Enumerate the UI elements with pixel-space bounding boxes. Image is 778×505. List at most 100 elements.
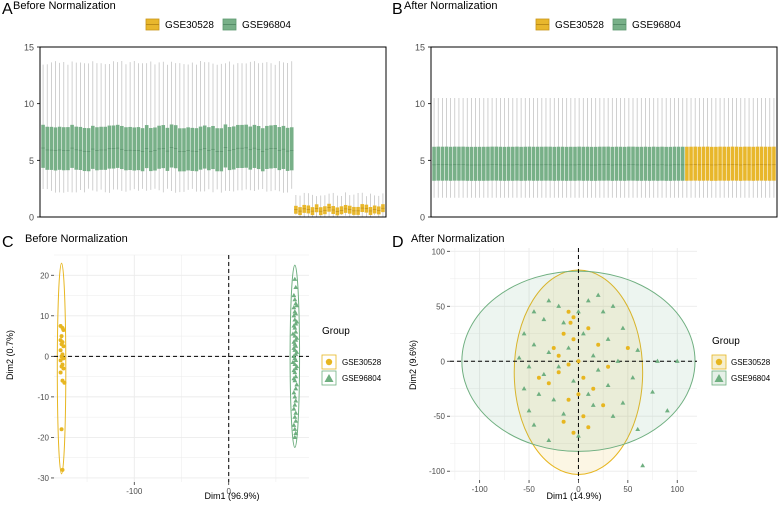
data-point (566, 362, 571, 367)
panel-d-legend: Group GSE30528 GSE96804 (711, 336, 771, 386)
legend-marker-circle (715, 358, 723, 366)
y-tick-label: 20 (40, 271, 49, 280)
box (569, 146, 573, 181)
box (182, 128, 186, 172)
panel-c-letter: C (2, 234, 14, 251)
data-point (566, 397, 571, 402)
data-point (571, 378, 576, 383)
panel-c-ylabel: Dim2 (0.7%) (5, 330, 15, 380)
box (685, 146, 689, 181)
box (178, 128, 182, 172)
data-point (526, 364, 532, 369)
box (718, 146, 722, 181)
box (614, 146, 619, 181)
data-point (293, 357, 299, 362)
data-point (293, 398, 299, 403)
data-point (536, 391, 542, 396)
legend-label-gse96804: GSE96804 (632, 20, 681, 31)
panel-d-letter: D (392, 234, 404, 251)
data-point (546, 349, 552, 355)
panel-b: B After Normalization GSE30528 GSE96804 … (392, 0, 778, 223)
box (453, 146, 457, 181)
x-tick-label: 100 (671, 485, 685, 494)
data-point (292, 414, 298, 419)
legend-label-gse96804: GSE96804 (731, 374, 771, 383)
box (747, 146, 751, 181)
box (498, 146, 503, 181)
box (606, 146, 610, 181)
data-point (541, 371, 547, 377)
data-point (291, 305, 297, 310)
box (469, 146, 474, 181)
box (726, 146, 731, 181)
box (751, 146, 755, 181)
box (544, 146, 548, 181)
confidence-ellipse (56, 262, 67, 475)
box (734, 146, 739, 181)
panel-a-title: Before Normalization (13, 0, 116, 12)
data-point (556, 364, 562, 369)
legend-title: Group (322, 326, 350, 337)
box (103, 126, 108, 170)
data-point (571, 430, 576, 435)
box (593, 146, 598, 181)
data-point (556, 370, 561, 375)
legend-marker-circle (325, 358, 333, 366)
box (768, 146, 772, 181)
data-point (291, 390, 297, 395)
data-point (292, 317, 298, 322)
data-point (576, 433, 581, 438)
box (676, 146, 681, 181)
box (45, 126, 49, 170)
y-tick-label: 15 (415, 43, 425, 53)
box (194, 128, 199, 172)
box (95, 127, 99, 171)
data-point (620, 400, 626, 405)
data-point (531, 342, 537, 347)
box (523, 146, 528, 181)
data-point (58, 370, 63, 375)
box (701, 146, 706, 181)
box (269, 125, 273, 169)
box (738, 146, 743, 181)
box (482, 146, 486, 181)
panel-a-letter: A (2, 1, 13, 18)
data-point (561, 320, 567, 325)
box (165, 127, 170, 171)
box (560, 146, 565, 181)
box (598, 146, 602, 181)
data-point (571, 337, 576, 342)
box (86, 128, 91, 172)
y-tick-label: 0 (29, 213, 34, 223)
data-point (674, 358, 680, 363)
box (465, 146, 470, 181)
box (461, 146, 465, 181)
data-point (541, 316, 547, 322)
data-point (585, 391, 591, 396)
box (448, 146, 453, 181)
data-point (293, 386, 299, 391)
data-point (292, 325, 298, 330)
y-tick-label: 10 (24, 99, 34, 109)
data-point (595, 292, 601, 297)
data-point (292, 347, 298, 352)
box (289, 127, 294, 171)
data-point (61, 327, 66, 332)
y-tick-label: 5 (29, 156, 34, 166)
data-point (293, 311, 299, 316)
box (755, 146, 760, 181)
box (705, 146, 710, 181)
data-point (294, 303, 300, 308)
data-point (293, 410, 299, 415)
data-point (596, 342, 601, 347)
box (173, 125, 178, 169)
box (215, 128, 219, 172)
box (457, 146, 461, 181)
box (223, 124, 228, 168)
box (186, 127, 190, 171)
data-point (664, 408, 670, 413)
data-point (576, 392, 581, 397)
panel-a-plot: 0 5 10 15 (24, 43, 387, 223)
y-tick-label: 10 (40, 312, 49, 321)
box (219, 128, 224, 172)
